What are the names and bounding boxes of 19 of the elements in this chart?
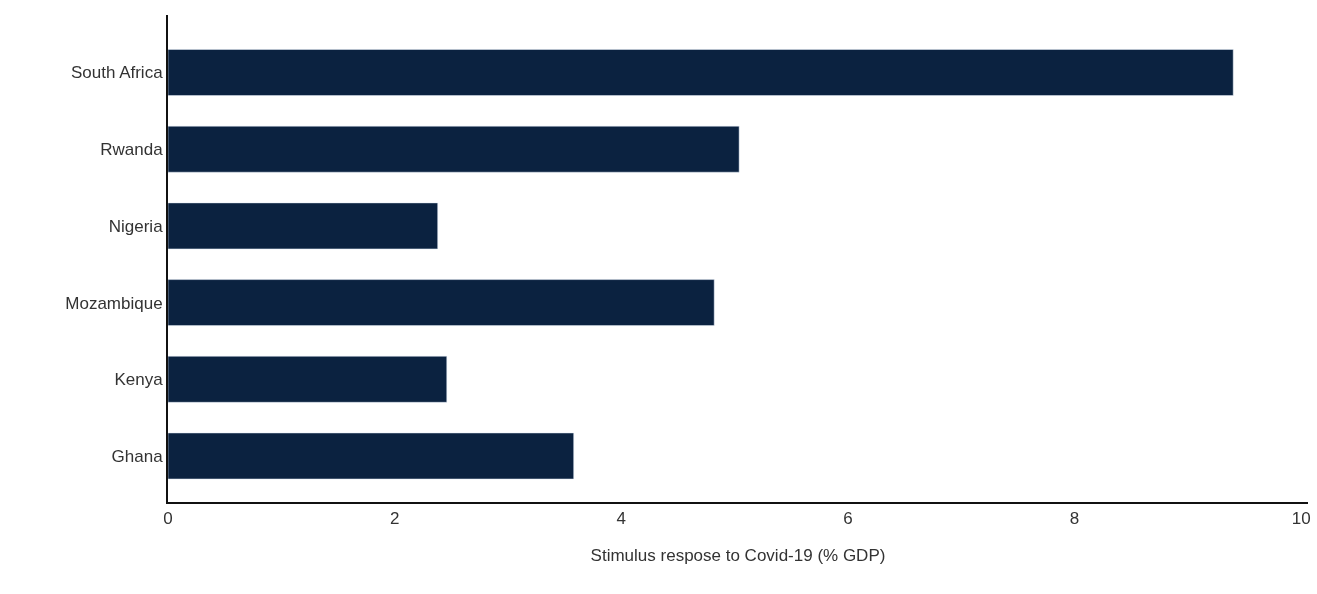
y-tick-label: Nigeria [108,216,164,236]
y-tick-label: Rwanda [100,140,164,160]
x-tick-label: 2 [389,509,400,529]
x-tick-label: 10 [1291,509,1311,529]
y-tick-label: Ghana [111,446,164,466]
x-tick-label: 8 [1069,509,1080,529]
bar [168,202,438,250]
bar [168,356,448,403]
y-tick-label: Mozambique [65,293,163,313]
y-tick-label: South Africa [70,63,164,83]
bar [168,432,574,480]
x-tick-label: 4 [616,509,627,529]
y-tick-label: Kenya [114,370,164,390]
bar [168,125,740,173]
x-tick-label: 0 [163,509,173,529]
bar [168,279,715,326]
x-tick-label: 6 [843,509,853,529]
x-axis-title: Stimulus respose to Covid-19 (% GDP) [590,546,886,566]
bar [168,49,1234,96]
